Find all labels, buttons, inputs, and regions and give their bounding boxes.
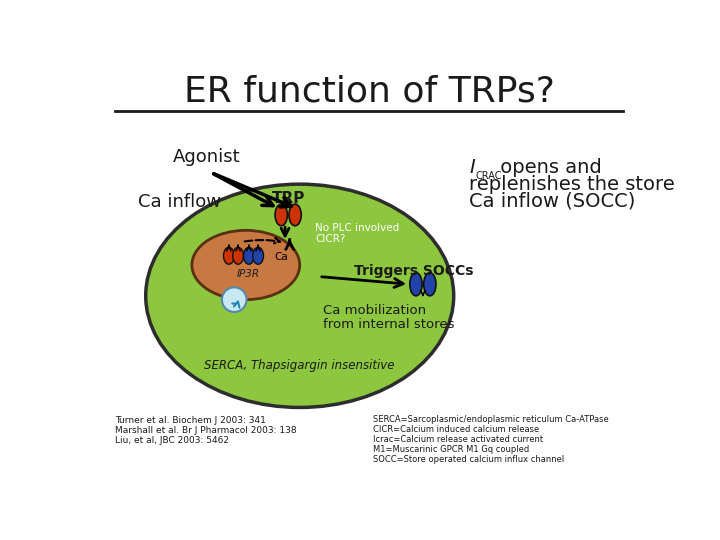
- Text: Icrac=Calcium release activated current: Icrac=Calcium release activated current: [373, 435, 543, 443]
- Text: ER function of TRPs?: ER function of TRPs?: [184, 75, 554, 109]
- Text: SERCA, Thapsigargin insensitive: SERCA, Thapsigargin insensitive: [204, 359, 395, 372]
- Ellipse shape: [410, 273, 422, 296]
- Text: SOCC=Store operated calcium influx channel: SOCC=Store operated calcium influx chann…: [373, 455, 564, 463]
- Text: CRAC: CRAC: [475, 171, 502, 181]
- Ellipse shape: [243, 247, 254, 264]
- Text: Ca inflow (SOCC): Ca inflow (SOCC): [469, 192, 636, 211]
- Text: Liu, et al, JBC 2003: 5462: Liu, et al, JBC 2003: 5462: [115, 436, 229, 445]
- Text: replenishes the store: replenishes the store: [469, 174, 675, 193]
- Text: CICR=Calcium induced calcium release: CICR=Calcium induced calcium release: [373, 424, 539, 434]
- Ellipse shape: [275, 204, 287, 226]
- Ellipse shape: [289, 204, 301, 226]
- Ellipse shape: [423, 273, 436, 296]
- Text: Triggers SOCCs: Triggers SOCCs: [354, 264, 473, 278]
- Text: Ca mobilization
from internal stores: Ca mobilization from internal stores: [323, 303, 454, 332]
- Ellipse shape: [233, 247, 243, 264]
- Text: SERCA=Sarcoplasmic/endoplasmic reticulum Ca-ATPase: SERCA=Sarcoplasmic/endoplasmic reticulum…: [373, 415, 608, 423]
- Ellipse shape: [223, 247, 234, 264]
- Ellipse shape: [192, 231, 300, 300]
- Text: I: I: [469, 158, 475, 177]
- Ellipse shape: [145, 184, 454, 408]
- Text: No PLC involved
CICR?: No PLC involved CICR?: [315, 222, 400, 244]
- Text: IP3R: IP3R: [237, 269, 260, 279]
- Text: M1=Muscarinic GPCR M1 Gq coupled: M1=Muscarinic GPCR M1 Gq coupled: [373, 444, 529, 454]
- Ellipse shape: [253, 247, 264, 264]
- Text: opens and: opens and: [494, 158, 601, 177]
- Text: TRP: TRP: [271, 191, 305, 206]
- Text: Turner et al. Biochem J 2003: 341: Turner et al. Biochem J 2003: 341: [115, 416, 266, 425]
- Text: Ca inflow: Ca inflow: [138, 193, 221, 211]
- Text: Marshall et al. Br J Pharmacol 2003: 138: Marshall et al. Br J Pharmacol 2003: 138: [115, 426, 297, 435]
- Text: Agonist: Agonist: [173, 148, 240, 166]
- Text: Ca: Ca: [274, 252, 288, 262]
- Ellipse shape: [222, 287, 246, 312]
